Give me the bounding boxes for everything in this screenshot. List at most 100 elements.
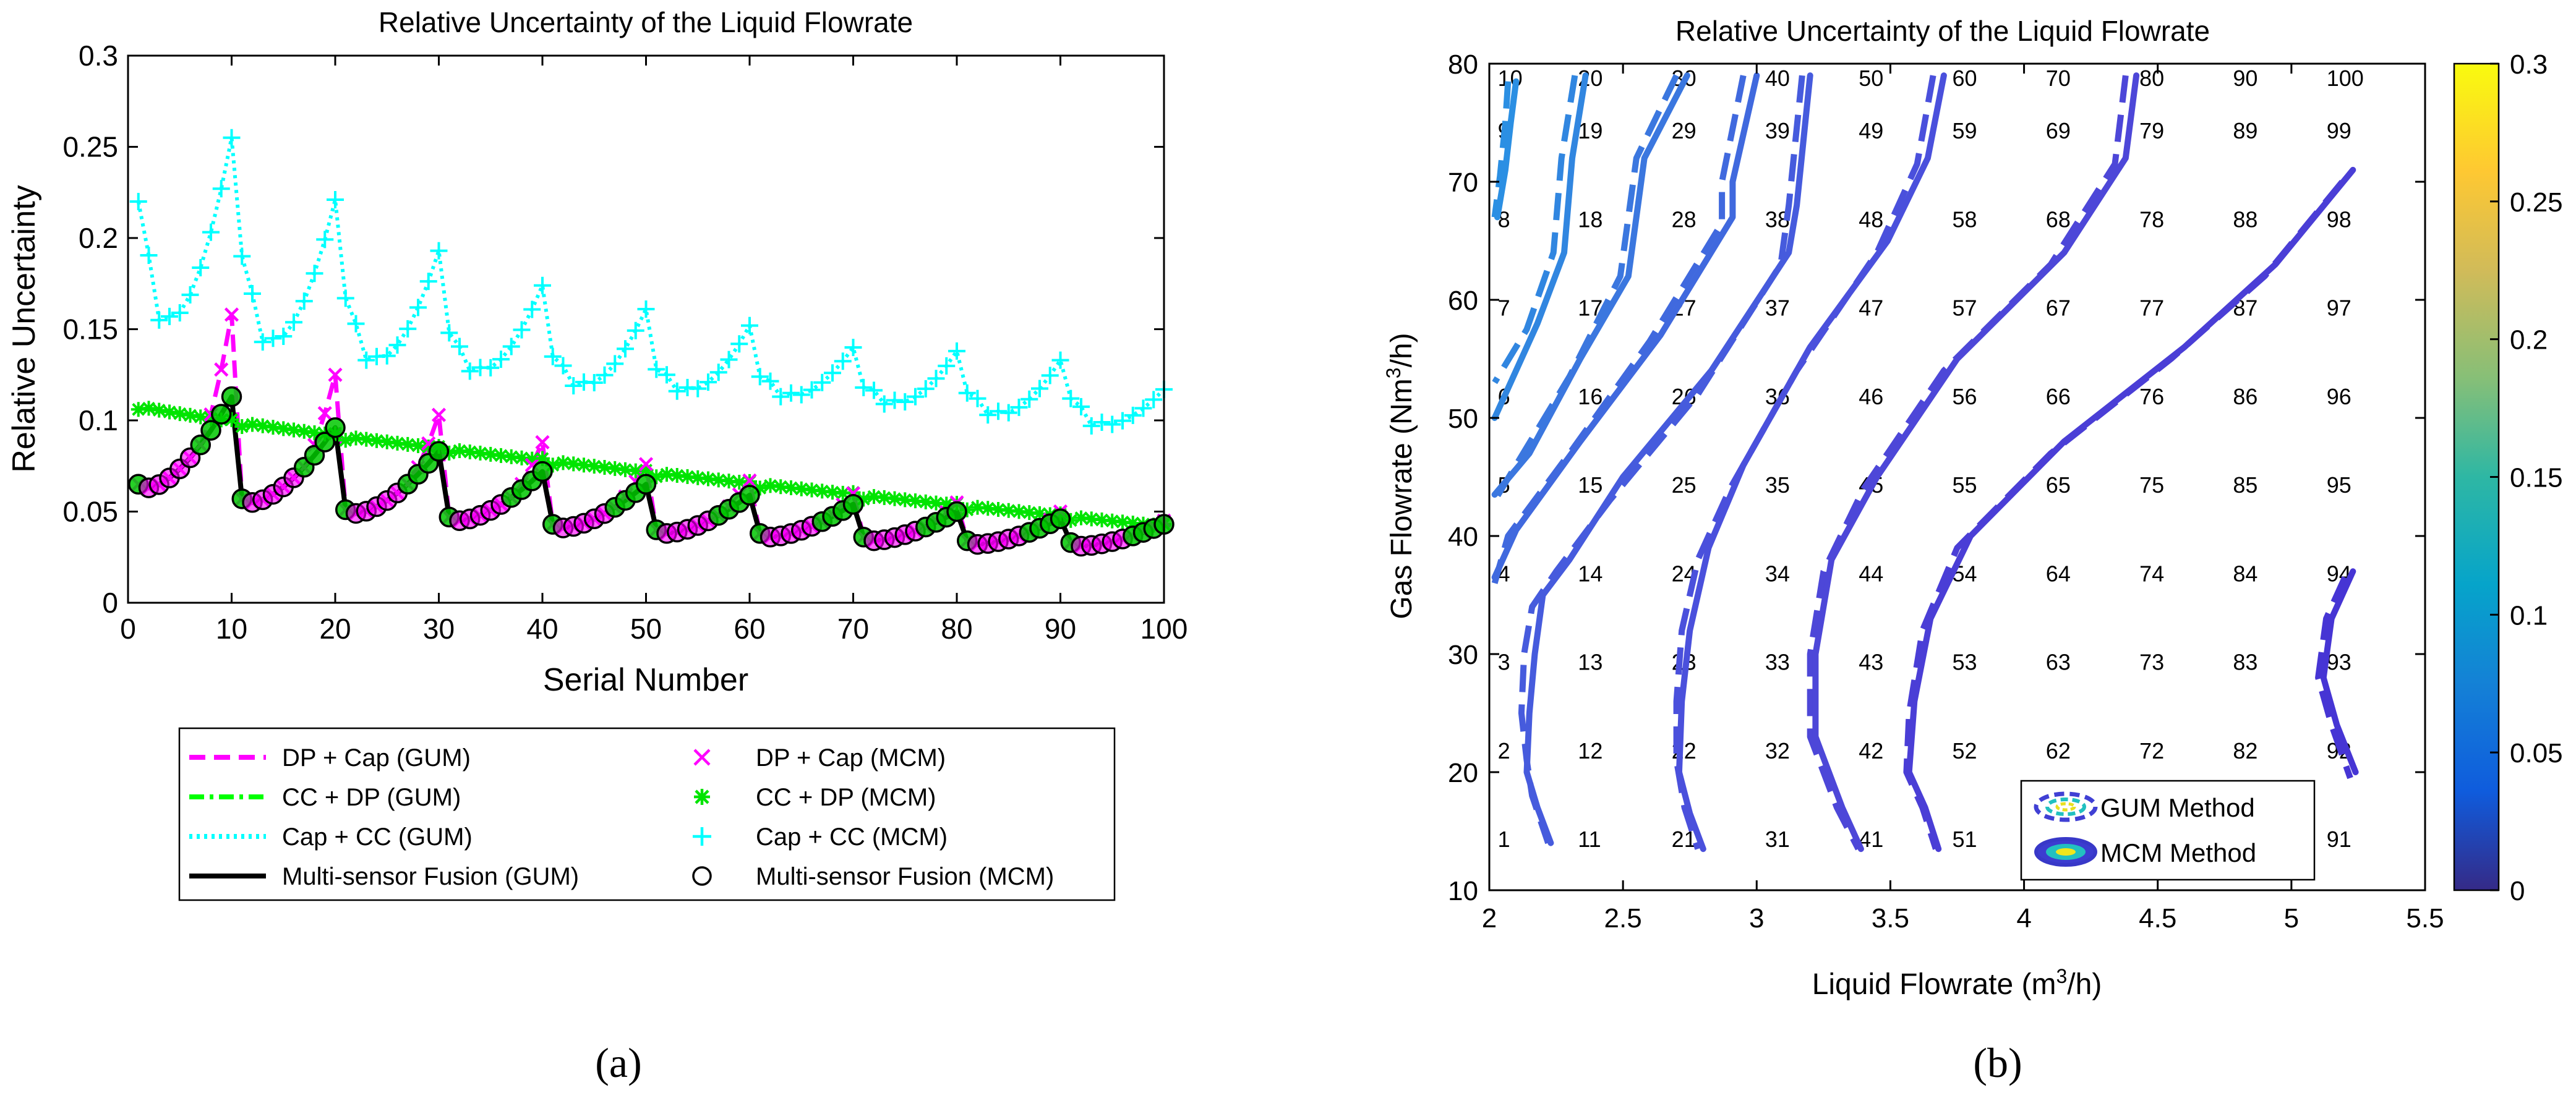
- panel-b-ylabel: Gas Flowrate (Nm3/h): [1382, 333, 1418, 619]
- contour-mcm: [1491, 72, 1760, 581]
- cc-dp-mcm-point: [1063, 512, 1079, 528]
- cap-cc-mcm-point: [948, 342, 965, 360]
- grid-point-label: 34: [1765, 561, 1790, 586]
- grid-point-label: 100: [2327, 66, 2364, 91]
- cap-cc-mcm-point: [1082, 417, 1100, 435]
- cc-dp-mcm-point: [555, 455, 571, 470]
- grid-point-label: 86: [2233, 384, 2257, 409]
- cc-dp-mcm-point: [1022, 505, 1037, 521]
- grid-point-label: 12: [1578, 738, 1603, 763]
- grid-point-label: 70: [2046, 66, 2071, 91]
- grid-point-label: 78: [2139, 206, 2164, 232]
- grid-point-label: 15: [1578, 472, 1603, 498]
- legend-label: CC + DP (GUM): [282, 784, 461, 811]
- cap-cc-mcm-point: [792, 386, 810, 404]
- cc-dp-mcm-point: [1094, 512, 1110, 528]
- legend-marker-swatch: [694, 789, 710, 805]
- cc-dp-mcm-point: [939, 496, 954, 512]
- cap-cc-mcm-point: [606, 355, 624, 373]
- cc-dp-mcm-point: [991, 502, 1006, 517]
- cap-cc-mcm-point: [419, 273, 437, 291]
- grid-point-label: 49: [1859, 118, 1883, 143]
- cap-cc-mcm-point: [171, 304, 189, 322]
- cap-cc-mcm-point: [129, 193, 147, 210]
- y-tick-label: 0.25: [62, 131, 118, 163]
- grid-point-label: 99: [2327, 118, 2351, 143]
- panel-a-ticks: 0 10 20 30 40 50 60 70 80 90 100 0 0.05 0.1 0.15 0.2 0.2…: [62, 40, 1187, 645]
- cap-cc-mcm-point: [637, 300, 655, 318]
- x-tick-label: 5.5: [2406, 903, 2444, 934]
- grid-point-label: 79: [2139, 118, 2164, 143]
- dp-cap-mcm-point: [224, 307, 239, 322]
- cap-cc-mcm-point: [554, 357, 572, 375]
- cc-dp-mcm-point: [203, 410, 218, 426]
- cap-cc-mcm-point: [336, 289, 354, 307]
- cap-cc-mcm-point: [865, 381, 883, 399]
- grid-point-label: 75: [2139, 472, 2164, 498]
- cc-dp-mcm-point: [659, 467, 674, 482]
- cap-cc-mcm-point: [378, 347, 396, 365]
- cc-dp-mcm-point: [421, 439, 436, 454]
- cc-dp-mcm-point: [576, 457, 591, 473]
- cap-cc-mcm-point: [938, 357, 956, 375]
- cap-cc-mcm-point: [264, 330, 282, 347]
- cc-dp-mcm-point: [928, 495, 944, 511]
- panel-b-label: (b): [1973, 1039, 2022, 1086]
- y-tick-label: 0.3: [79, 40, 118, 72]
- cc-dp-mcm-point: [721, 474, 737, 489]
- y-tick-label: 30: [1448, 640, 1478, 670]
- colorbar-tick-label: 0.3: [2510, 49, 2548, 80]
- cap-cc-mcm-point: [958, 384, 976, 402]
- cap-cc-mcm-point: [565, 376, 583, 394]
- cap-cc-mcm-point: [1031, 380, 1048, 398]
- grid-point-label: 58: [1953, 206, 1977, 232]
- panel-b-title: Relative Uncertainty of the Liquid Flowr…: [1675, 15, 2210, 47]
- cc-dp-mcm-point: [959, 502, 975, 517]
- grid-point-label: 59: [1953, 118, 1977, 143]
- cc-dp-mcm-point: [856, 491, 871, 507]
- cap-cc-mcm-point: [990, 402, 1007, 420]
- colorbar-ticks: 0 0.05 0.1 0.15 0.2 0.25 0.3: [2490, 49, 2563, 906]
- grid-point-label: 14: [1578, 561, 1603, 586]
- cc-dp-mcm-point: [462, 444, 477, 459]
- cap-cc-mcm-point: [969, 389, 986, 407]
- legend-label: DP + Cap (GUM): [282, 744, 471, 772]
- panel-a-line-chart: 0 10 20 30 40 50 60 70 80 90 100 0 0.05 0.1 0.15 0.2 0.2…: [6, 6, 1187, 1086]
- legend-label: CC + DP (MCM): [756, 784, 936, 811]
- grid-point-label: 32: [1765, 738, 1790, 763]
- y-tick-label: 50: [1448, 404, 1478, 434]
- cap-cc-mcm-point: [1103, 415, 1121, 433]
- cap-cc-mcm-point: [803, 381, 821, 399]
- cc-dp-mcm-point: [369, 433, 384, 448]
- cap-cc-mcm-point: [751, 368, 769, 386]
- fusion-mcm-point: [314, 432, 335, 453]
- panel-b-plot-background: [1489, 64, 2425, 890]
- x-tick-label: 3: [1749, 903, 1764, 934]
- cap-cc-mcm-point: [720, 351, 738, 368]
- y-tick-label: 40: [1448, 522, 1478, 552]
- cc-dp-mcm-point: [618, 462, 633, 477]
- cap-cc-mcm-point: [327, 191, 344, 209]
- cc-dp-mcm-point: [638, 462, 654, 478]
- cc-dp-mcm-point: [897, 492, 913, 508]
- dp-cap-mcm-point: [214, 362, 229, 377]
- legend-label: Multi-sensor Fusion (GUM): [282, 863, 579, 890]
- cc-dp-mcm-point: [628, 463, 643, 478]
- grid-point-label: 84: [2233, 561, 2257, 586]
- grid-point-label: 57: [1953, 296, 1977, 321]
- contour-mcm: [1906, 166, 2356, 853]
- cc-dp-mcm-point: [390, 435, 405, 451]
- cc-dp-mcm-point: [255, 418, 270, 433]
- cc-dp-mcm-point: [918, 494, 933, 509]
- cc-dp-mcm-point: [494, 448, 508, 463]
- grid-point-label: 69: [2046, 118, 2071, 143]
- contour-gum: [1807, 75, 2129, 851]
- cap-cc-mcm-point: [844, 339, 862, 356]
- cap-cc-mcm-point: [979, 406, 997, 424]
- cap-cc-mcm-point: [399, 320, 417, 338]
- cc-dp-mcm-point: [524, 451, 540, 467]
- y-tick-label: 70: [1448, 168, 1478, 198]
- grid-point-label: 52: [1953, 738, 1977, 763]
- cap-cc-mcm-point: [627, 321, 644, 339]
- cap-cc-mcm-point: [161, 307, 178, 325]
